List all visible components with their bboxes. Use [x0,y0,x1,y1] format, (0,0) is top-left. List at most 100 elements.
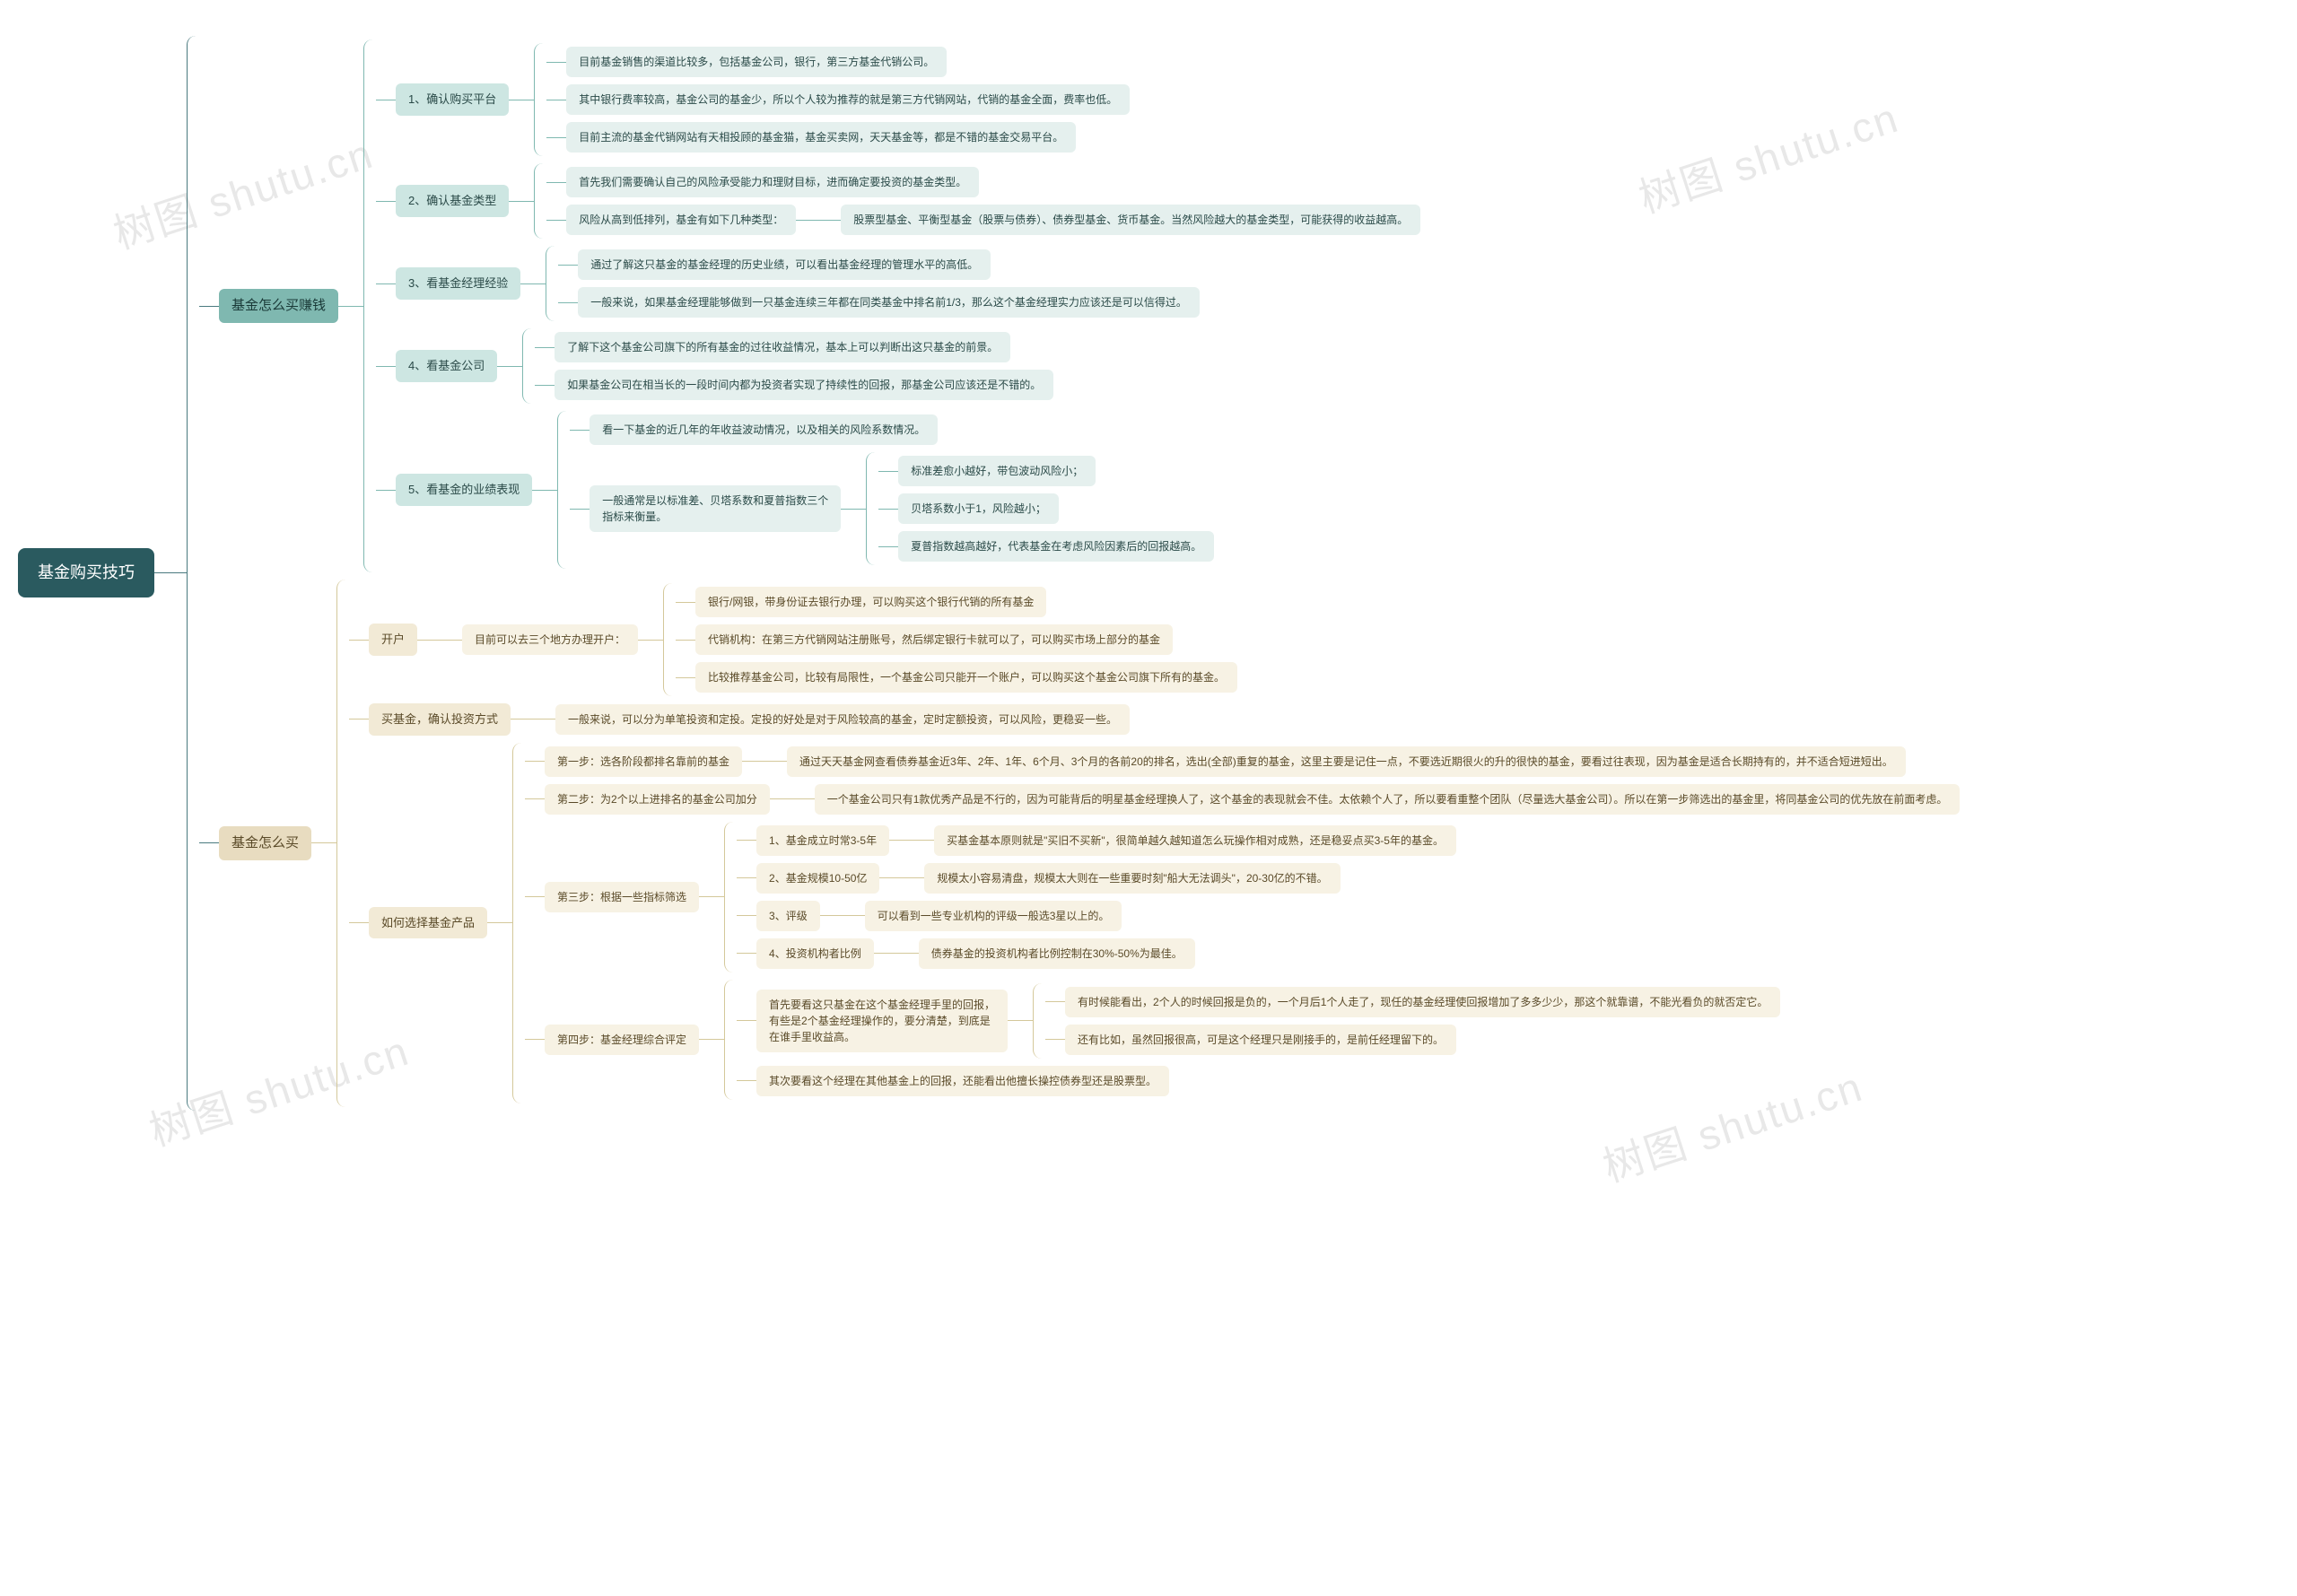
connector-bracket [663,583,676,696]
child-row: 3、看基金经理经验 通过了解这只基金的基金经理的历史业绩，可以看出基金经理的管理水… [376,246,1420,321]
children-column: 目前基金销售的渠道比较多，包括基金公司，银行，第三方基金代销公司。其中银行费率较… [546,43,1130,156]
mindmap-node: 可以看到一些专业机构的评级一般选3星以上的。 [865,901,1122,931]
node-group: 5、看基金的业绩表现看一下基金的近几年的年收益波动情况，以及相关的风险系数情况。… [396,411,1214,569]
child-row: 代销机构：在第三方代销网站注册账号，然后绑定银行卡就可以了，可以购买市场上部分的… [676,624,1237,655]
child-row: 目前主流的基金代销网站有天相投顾的基金猫，基金买卖网，天天基金等，都是不错的基金… [546,122,1130,153]
connector [879,877,904,878]
child-row: 如果基金公司在相当长的一段时间内都为投资者实现了持续性的回报，那基金公司应该还是… [535,370,1053,400]
connector-bracket [187,36,199,1111]
child-row: 了解下这个基金公司旗下的所有基金的过往收益情况，基本上可以判断出这只基金的前景。 [535,332,1053,362]
children-column: 开户目前可以去三个地方办理开户：银行/网银，带身份证去银行办理，可以购买这个银行… [349,580,1960,1107]
child-row: 第二步：为2个以上进排名的基金公司加分一个基金公司只有1款优秀产品是不行的，因为… [525,784,1960,815]
mindmap-node: 3、看基金经理经验 [396,267,520,300]
connector [535,385,555,386]
mindmap-node: 第二步：为2个以上进排名的基金公司加分 [545,784,770,815]
child-row: 2、确认基金类型首先我们需要确认自己的风险承受能力和理财目标，进而确定要投资的基… [376,163,1420,239]
children-column: 1、确认购买平台 目前基金销售的渠道比较多，包括基金公司，银行，第三方基金代销公司… [376,39,1420,572]
connector [676,640,695,641]
mindmap-node: 其次要看这个经理在其他基金上的回报，还能看出他擅长操控债券型还是股票型。 [756,1066,1169,1096]
child-row: 买基金，确认投资方式一般来说，可以分为单笔投资和定投。定投的好处是对于风险较高的… [349,703,1960,736]
mindmap-node: 买基金基本原则就是"买旧不买新"，很简单越久越知道怎么玩操作相对成熟，还是稳妥点… [934,825,1456,856]
child-row: 第四步：基金经理综合评定首先要看这只基金在这个基金经理手里的回报，有些是2个基金… [525,980,1960,1100]
connector-bracket [1033,983,1045,1059]
connector-bracket [512,743,525,1103]
child-row: 还有比如，虽然回报很高，可是这个经理只是刚接手的，是前任经理留下的。 [1045,1025,1780,1055]
node-group: 银行/网银，带身份证去银行办理，可以购买这个银行代销的所有基金 [695,587,1046,617]
mindmap-root-container: 基金购买技巧基金怎么买赚钱1、确认购买平台目前基金销售的渠道比较多，包括基金公司… [18,36,2279,1111]
child-row: 如何选择基金产品 第一步：选各阶段都排名靠前的基金通过天天基金网查看债券基金近3年… [349,743,1960,1103]
node-group: 了解下这个基金公司旗下的所有基金的过往收益情况，基本上可以判断出这只基金的前景。 [555,332,1010,362]
child-row: 基金怎么买开户目前可以去三个地方办理开户：银行/网银，带身份证去银行办理，可以购… [199,580,1960,1107]
node-group: 贝塔系数小于1，风险越小； [898,493,1059,524]
mindmap-node: 首先我们需要确认自己的风险承受能力和理财目标，进而确定要投资的基金类型。 [566,167,979,197]
connector-bracket [546,246,558,321]
child-row: 其中银行费率较高，基金公司的基金少，所以个人较为推荐的就是第三方代销网站，代销的… [546,84,1130,115]
mindmap-node: 一般通常是以标准差、贝塔系数和夏普指数三个指标来衡量。 [590,485,841,532]
connector [376,490,396,491]
connector [376,201,396,202]
connector [841,509,866,510]
connector [199,306,219,307]
connector [338,306,363,307]
connector [536,719,555,720]
children-column: 看一下基金的近几年的年收益波动情况，以及相关的风险系数情况。一般通常是以标准差、… [570,411,1214,569]
node-group: 如何选择基金产品 第一步：选各阶段都排名靠前的基金通过天天基金网查看债券基金近3年… [369,743,1960,1103]
connector [874,953,899,954]
connector-bracket [336,580,349,1107]
child-row: 看一下基金的近几年的年收益波动情况，以及相关的风险系数情况。 [570,414,1214,445]
connector [904,877,924,878]
node-group: 目前主流的基金代销网站有天相投顾的基金猫，基金买卖网，天天基金等，都是不错的基金… [566,122,1076,153]
node-group: 代销机构：在第三方代销网站注册账号，然后绑定银行卡就可以了，可以购买市场上部分的… [695,624,1173,655]
node-group: 夏普指数越高越好，代表基金在考虑风险因素后的回报越高。 [898,531,1214,562]
mindmap-node: 4、看基金公司 [396,350,497,382]
node-group: 风险从高到低排列，基金有如下几种类型：股票型基金、平衡型基金（股票与债券）、债券… [566,205,1420,235]
mindmap-node: 如何选择基金产品 [369,907,487,939]
children-column: 了解下这个基金公司旗下的所有基金的过往收益情况，基本上可以判断出这只基金的前景。… [535,328,1053,404]
mindmap-node: 1、确认购买平台 [396,83,509,116]
connector [676,677,695,678]
connector [795,798,815,799]
children-column: 银行/网银，带身份证去银行办理，可以购买这个银行代销的所有基金代销机构：在第三方… [676,583,1237,696]
connector [525,896,545,897]
child-row: 2、基金规模10-50亿规模太小容易清盘，规模太大则在一些重要时刻"船大无法调头… [737,863,1456,894]
connector [1045,1001,1065,1002]
connector [845,915,865,916]
mindmap-node: 标准差愈小越好，带包波动风险小； [898,456,1096,486]
node-group: 1、确认购买平台 目前基金销售的渠道比较多，包括基金公司，银行，第三方基金代销公司… [396,43,1130,156]
children-column: 首先我们需要确认自己的风险承受能力和理财目标，进而确定要投资的基金类型。风险从高… [546,163,1420,239]
node-group: 第一步：选各阶段都排名靠前的基金通过天天基金网查看债券基金近3年、2年、1年、6… [545,746,1906,777]
connector [442,640,462,641]
node-group: 基金怎么买赚钱1、确认购买平台目前基金销售的渠道比较多，包括基金公司，银行，第三… [219,39,1420,572]
connector [535,347,555,348]
child-row: 开户目前可以去三个地方办理开户：银行/网银，带身份证去银行办理，可以购买这个银行… [349,583,1960,696]
mindmap-node: 一般来说，如果基金经理能够做到一只基金连续三年都在同类基金中排名前1/3，那么这… [578,287,1200,318]
connector [570,509,590,510]
connector [558,302,578,303]
connector [821,220,841,221]
mindmap-node: 买基金，确认投资方式 [369,703,511,736]
connector-bracket [724,822,737,972]
node-group: 第四步：基金经理综合评定首先要看这只基金在这个基金经理手里的回报，有些是2个基金… [545,980,1780,1100]
node-group: 一般通常是以标准差、贝塔系数和夏普指数三个指标来衡量。 标准差愈小越好，带包波动风… [590,452,1214,565]
connector [349,640,369,641]
connector-bracket [534,163,546,239]
node-group: 其次要看这个经理在其他基金上的回报，还能看出他擅长操控债券型还是股票型。 [756,1066,1169,1096]
child-row: 贝塔系数小于1，风险越小； [878,493,1214,524]
node-group: 1、基金成立时常3-5年买基金基本原则就是"买旧不买新"，很简单越久越知道怎么玩… [756,825,1456,856]
node-group: 通过了解这只基金的基金经理的历史业绩，可以看出基金经理的管理水平的高低。 [578,249,991,280]
connector [546,220,566,221]
mindmap-node: 通过了解这只基金的基金经理的历史业绩，可以看出基金经理的管理水平的高低。 [578,249,991,280]
connector [878,509,898,510]
mindmap-node: 还有比如，虽然回报很高，可是这个经理只是刚接手的，是前任经理留下的。 [1065,1025,1456,1055]
connector [737,915,756,916]
connector [820,915,845,916]
connector-bracket [522,328,535,404]
connector [570,430,590,431]
child-row: 夏普指数越高越好，代表基金在考虑风险因素后的回报越高。 [878,531,1214,562]
node-group: 首先我们需要确认自己的风险承受能力和理财目标，进而确定要投资的基金类型。 [566,167,979,197]
connector [878,471,898,472]
connector [509,201,534,202]
connector [899,953,919,954]
mindmap-node: 第三步：根据一些指标筛选 [545,882,699,912]
mindmap-node: 股票型基金、平衡型基金（股票与债券）、债券型基金、货币基金。当然风险越大的基金类… [841,205,1420,235]
